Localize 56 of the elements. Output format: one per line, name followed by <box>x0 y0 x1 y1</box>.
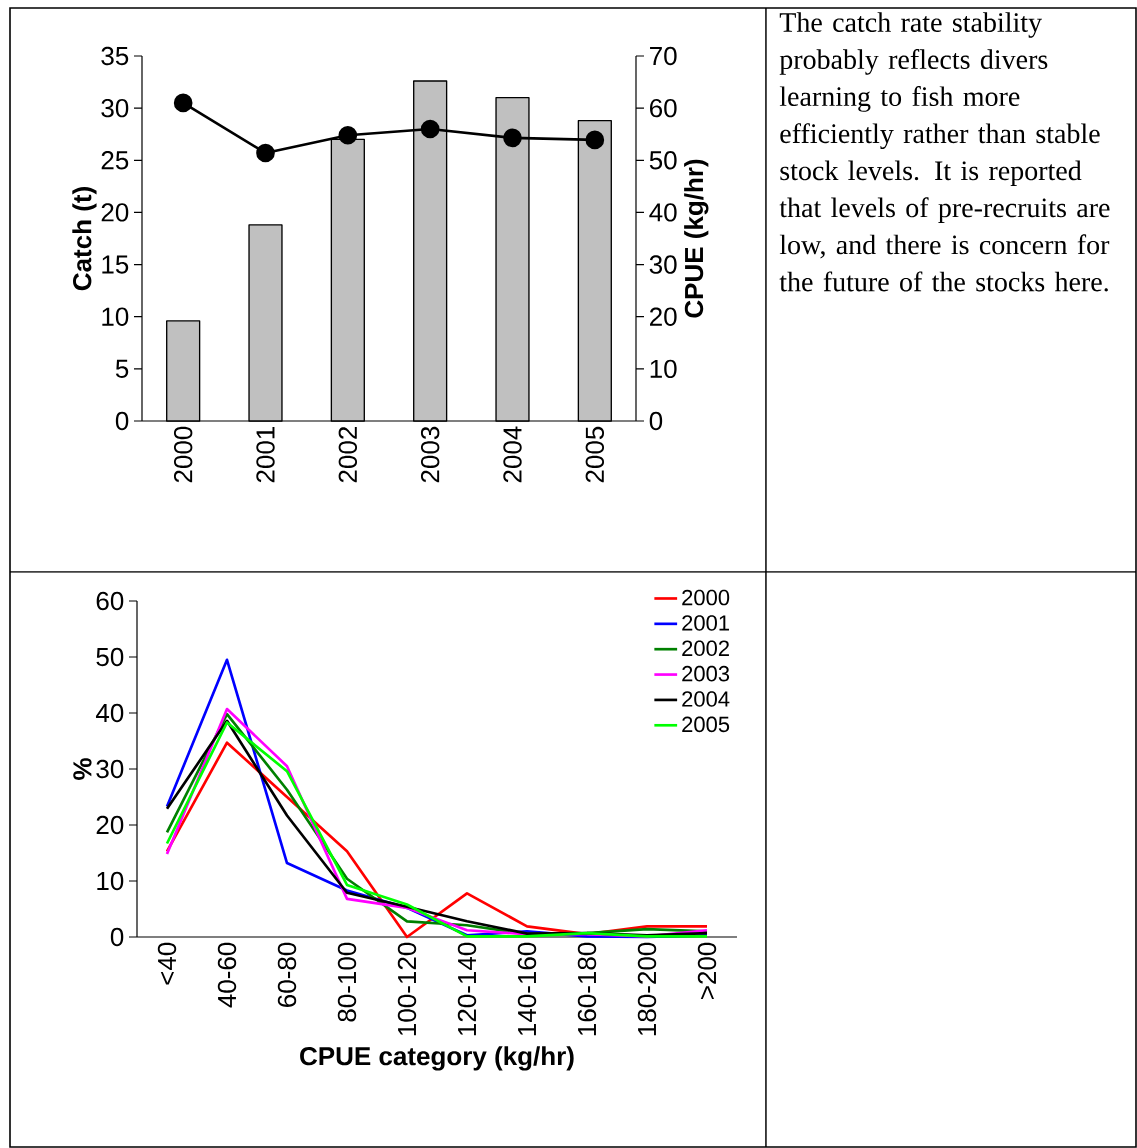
y-tick-label: 30 <box>101 98 129 118</box>
point <box>503 128 522 148</box>
y-tick-label: 0 <box>115 411 129 431</box>
y-tick-label: 20 <box>96 815 124 835</box>
x-tick-label: 2002 <box>338 427 358 483</box>
x-tick-label: <40 <box>157 942 177 985</box>
y-tick-label: 10 <box>97 871 124 891</box>
x-tick-label: >200 <box>697 942 717 999</box>
legend-label: 2001 <box>682 615 729 631</box>
x-tick-label: 120-140 <box>457 942 477 1036</box>
legend-label: 2002 <box>682 640 729 657</box>
point <box>338 125 358 145</box>
y2-tick-label: 10 <box>650 359 677 379</box>
x-tick-label: 180-200 <box>637 942 657 1036</box>
legend-label: 2003 <box>682 665 730 682</box>
y2-tick-label: 70 <box>650 46 677 66</box>
y-tick-label: 15 <box>102 255 129 274</box>
y-tick-label: 5 <box>115 359 129 378</box>
y2-tick-label: 30 <box>649 255 677 274</box>
x-tick-label: 2004 <box>503 426 522 483</box>
y-axis-title: Catch (t) <box>72 187 97 291</box>
x-tick-label: 160-180 <box>577 942 597 1036</box>
x-axis-title: CPUE category (kg/hr) <box>300 1046 574 1071</box>
x-tick-label: 40-60 <box>217 942 237 1008</box>
x-tick-label: 80-100 <box>337 942 357 1022</box>
y-tick-label: 20 <box>101 203 129 222</box>
y2-tick-label: 50 <box>649 151 677 170</box>
y2-tick-label: 40 <box>649 203 677 222</box>
y-tick-label: 40 <box>95 703 124 723</box>
y2-tick-label: 20 <box>650 307 677 326</box>
y-tick-label: 10 <box>102 307 129 326</box>
point <box>420 119 440 139</box>
text: The catch rate stability probably reflects divers learning to fish more efficiently rather than stable stock levels. It is reported that levels of pre-recruits are low, and there is concern for the future of the stocks here. <box>779 12 1110 292</box>
x-tick-label: 2003 <box>420 426 440 483</box>
x-tick-label: 2005 <box>585 426 605 483</box>
y-axis-title: % <box>73 758 92 780</box>
y-tick-label: 50 <box>96 647 124 667</box>
y2-tick-label: 60 <box>650 98 677 118</box>
y-tick-label: 35 <box>101 46 129 66</box>
legend-label: 2000 <box>682 589 730 606</box>
x-tick-label: 2001 <box>256 426 275 483</box>
y2-axis-title: CPUE (kg/hr) <box>684 159 709 318</box>
x-tick-label: 2000 <box>173 426 193 483</box>
legend-label: 2005 <box>682 716 730 733</box>
point <box>585 130 605 150</box>
legend-label: 2004 <box>682 691 730 707</box>
x-tick-label: 140-160 <box>517 942 537 1036</box>
y2-tick-label: 0 <box>649 411 663 431</box>
point <box>256 143 275 163</box>
y-tick-label: 60 <box>96 591 124 611</box>
x-tick-label: 100-120 <box>397 942 417 1036</box>
y-tick-label: 0 <box>110 927 124 947</box>
y-tick-label: 30 <box>96 759 124 779</box>
y-tick-label: 25 <box>101 151 129 170</box>
point <box>173 93 193 113</box>
x-tick-label: 60-80 <box>277 942 297 1007</box>
